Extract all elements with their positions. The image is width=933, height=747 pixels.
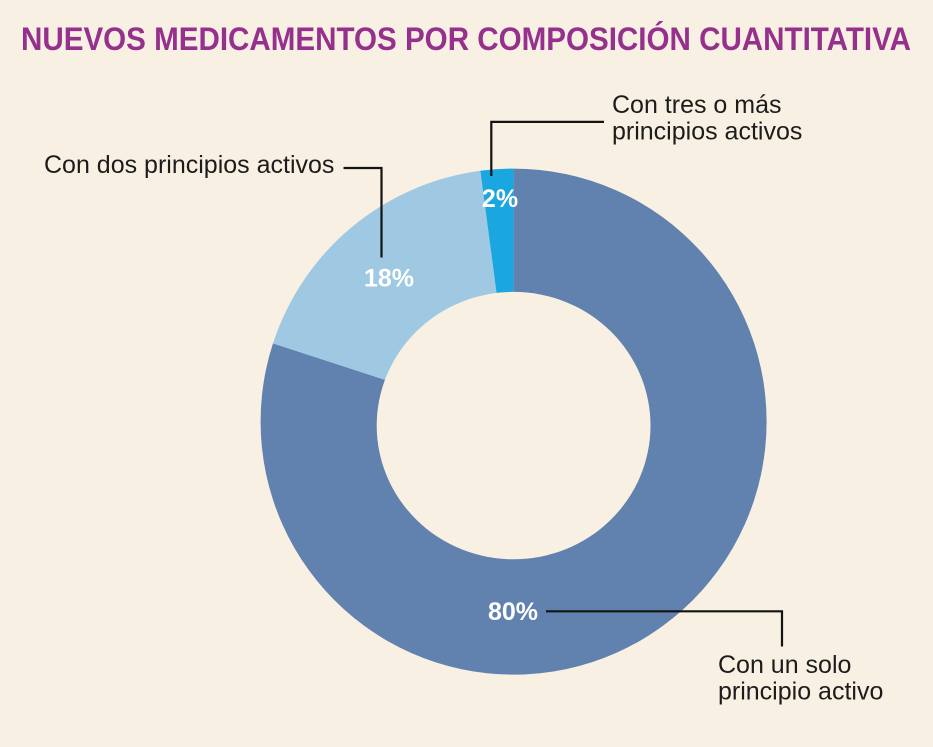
svg-text:principio activo: principio activo xyxy=(718,678,883,706)
svg-text:principios activos: principios activos xyxy=(612,117,802,145)
svg-text:Con tres o más: Con tres o más xyxy=(612,91,782,119)
svg-text:80%: 80% xyxy=(488,598,538,626)
svg-text:Con dos principios activos: Con dos principios activos xyxy=(44,151,334,179)
svg-text:NUEVOS MEDICAMENTOS POR COMPOS: NUEVOS MEDICAMENTOS POR COMPOSICIÓN CUAN… xyxy=(21,20,911,57)
svg-text:2%: 2% xyxy=(482,185,518,213)
svg-text:Con un solo: Con un solo xyxy=(718,651,851,679)
svg-text:18%: 18% xyxy=(364,264,414,292)
